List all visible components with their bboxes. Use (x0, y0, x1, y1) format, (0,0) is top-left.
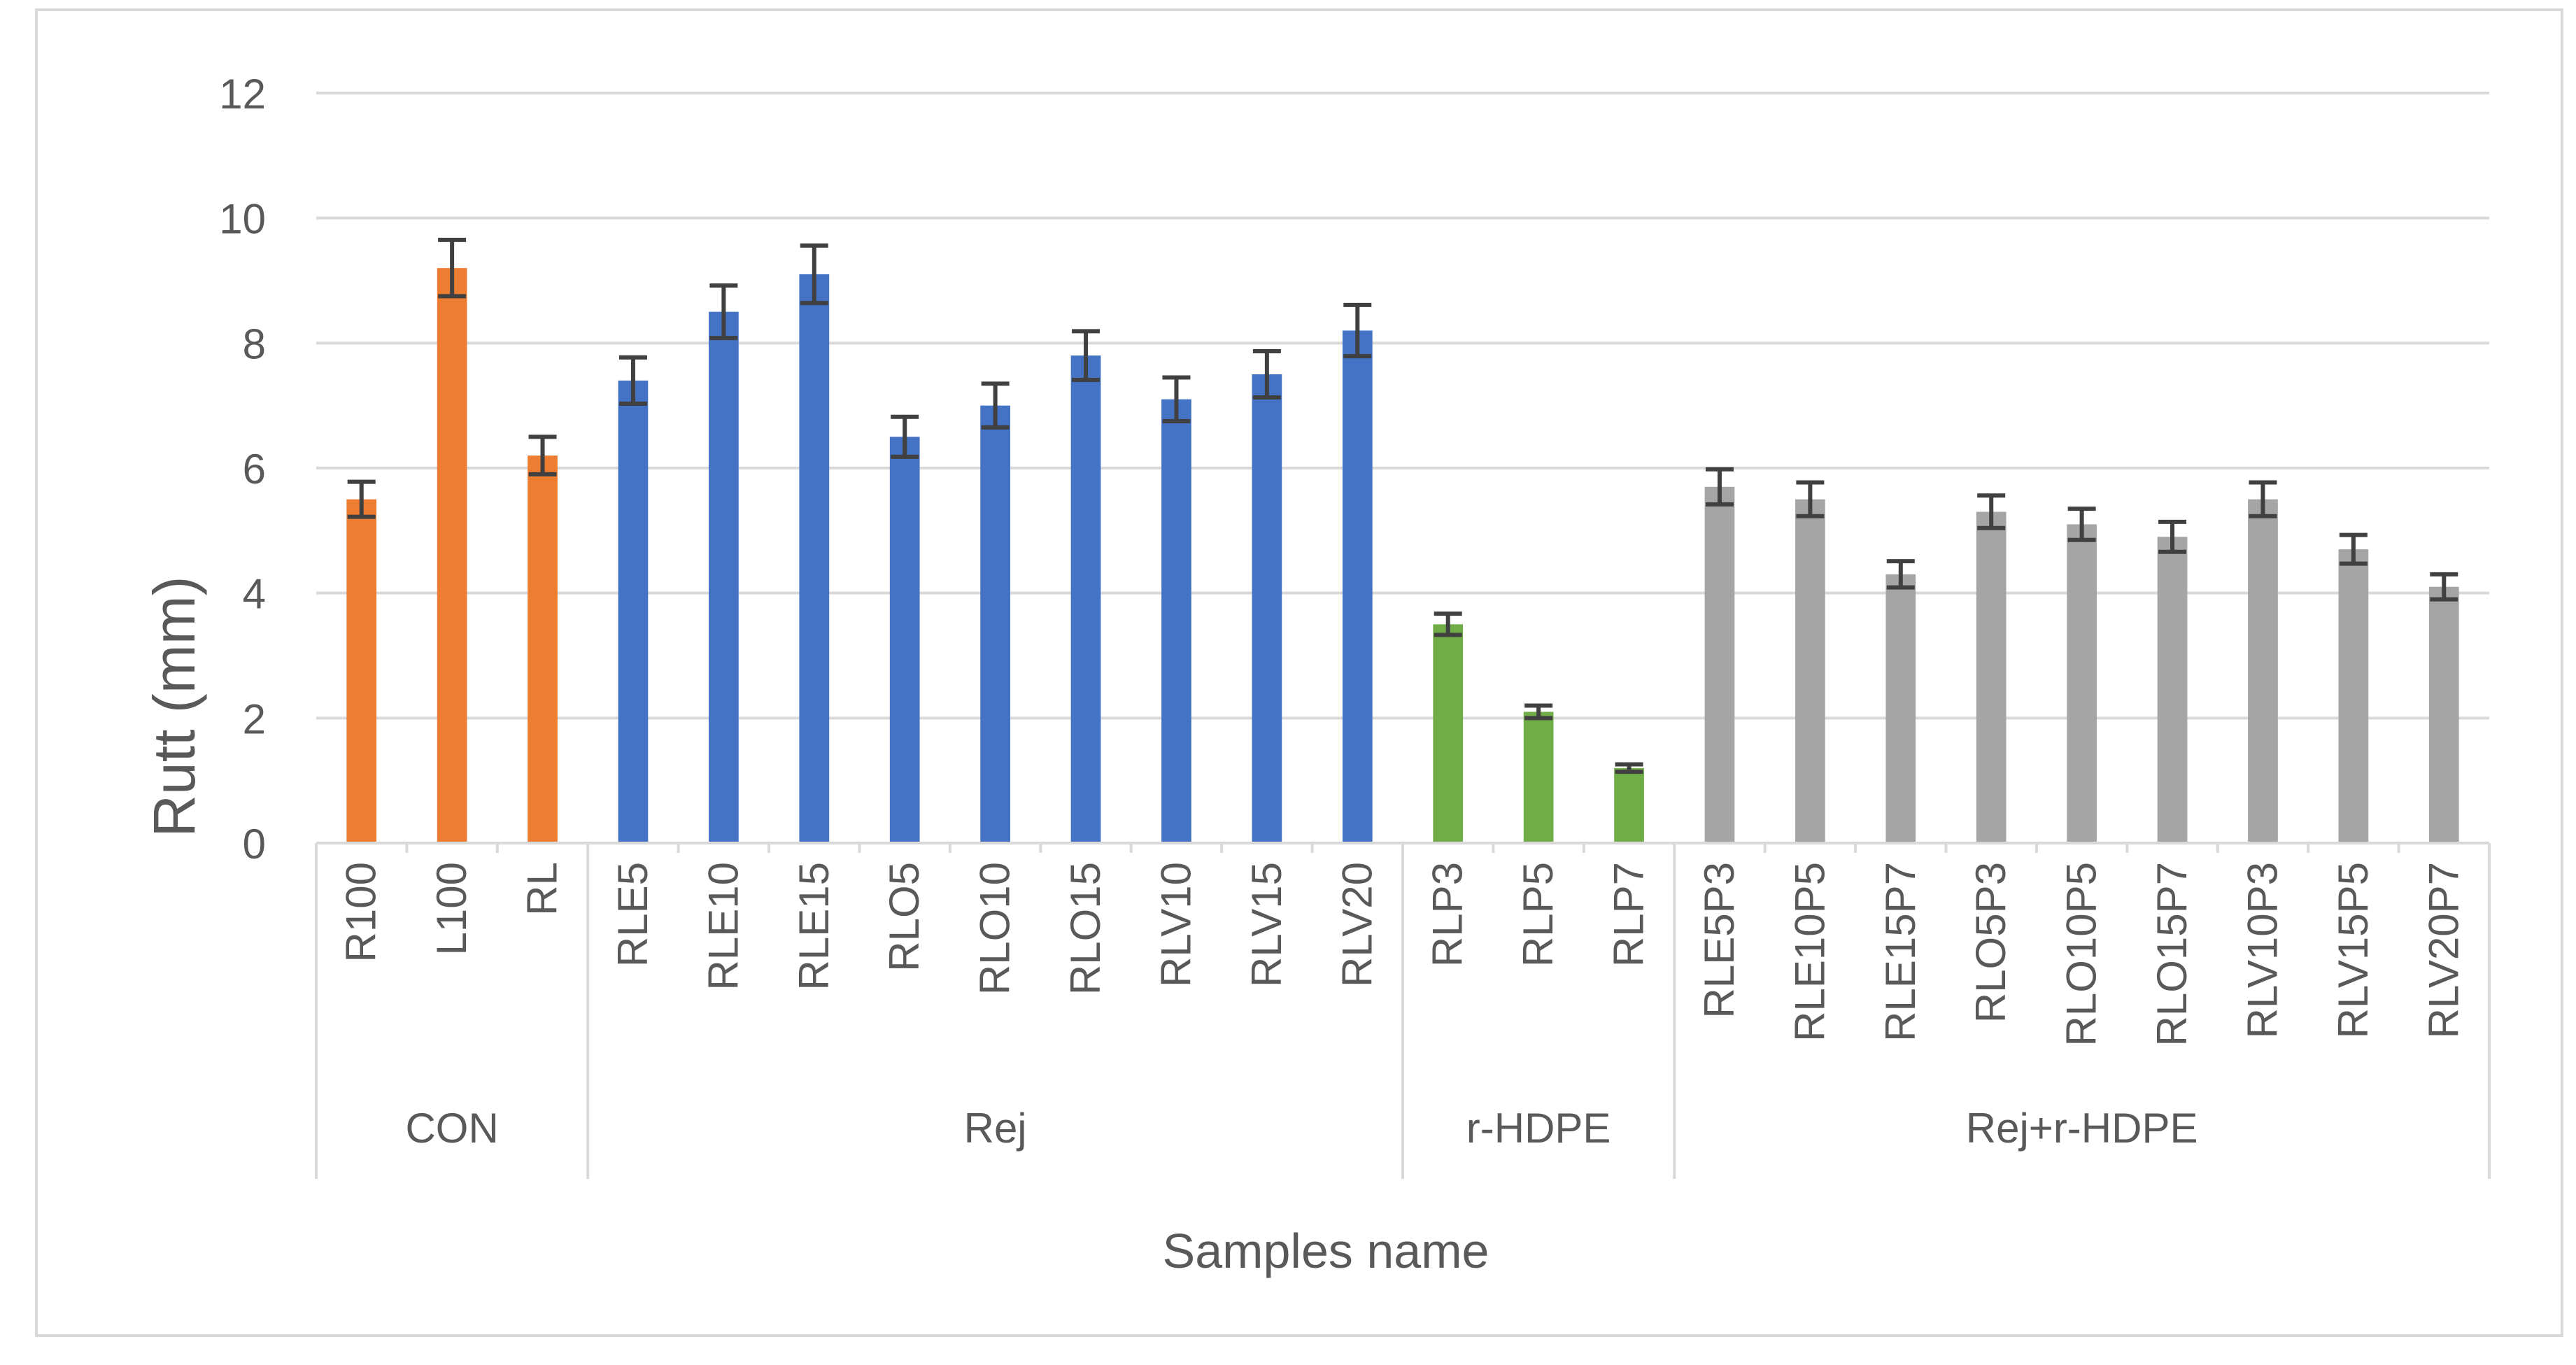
x-tick-label: RLP3 (1424, 862, 1471, 967)
x-tick-label: RL (519, 862, 566, 916)
x-tick-label: RLE15P7 (1877, 862, 1924, 1042)
bar (1976, 511, 2007, 843)
x-tick-label: RLE15 (791, 862, 837, 990)
bar (1433, 624, 1464, 843)
group-label: Rej (964, 1105, 1027, 1152)
bar (528, 455, 558, 843)
x-tick-label: RLV20 (1333, 862, 1380, 987)
bars (346, 268, 2459, 844)
bar (1523, 712, 1554, 843)
bar (1704, 486, 1735, 843)
x-tick-label: RLV20P7 (2420, 862, 2467, 1038)
bar (437, 268, 467, 844)
gridlines (316, 92, 2489, 720)
bar (618, 380, 649, 843)
x-tick-label: RLP5 (1515, 862, 1562, 967)
bar (1252, 374, 1282, 843)
x-tick-label: RLE10P5 (1786, 862, 1833, 1042)
y-tick-label: 2 (243, 695, 266, 742)
x-tick-label: RLE10 (700, 862, 746, 990)
x-tick-label: R100 (338, 862, 385, 962)
y-tick-label: 12 (219, 71, 266, 118)
error-bars (347, 237, 2458, 775)
bar (709, 311, 739, 844)
bar (1795, 499, 1825, 843)
bar (980, 405, 1010, 843)
x-tick-label: RLP7 (1606, 862, 1653, 967)
bar (346, 499, 377, 843)
bar (889, 437, 920, 843)
y-tick-label: 4 (243, 571, 266, 618)
x-tick-label: RLE5P3 (1696, 862, 1743, 1018)
x-tick-label: RLO15P7 (2149, 862, 2195, 1047)
x-tick-label: RLO5P3 (1967, 862, 2014, 1023)
x-tick-label: RLO5 (881, 862, 928, 972)
bar (2338, 549, 2369, 843)
bar (2428, 586, 2459, 843)
x-tick-label: RLV15 (1243, 862, 1290, 987)
bar (1885, 574, 1916, 843)
x-tick-label: RLO10 (972, 862, 1019, 995)
x-tick-label: L100 (428, 862, 475, 955)
x-tick-label: RLV10P3 (2239, 862, 2286, 1038)
bar (2157, 537, 2188, 843)
x-tick-label: RLE5 (609, 862, 656, 967)
group-label: r-HDPE (1466, 1105, 1611, 1152)
x-tick-label: RLO15 (1062, 862, 1109, 995)
x-tick-label: RLO10P5 (2058, 862, 2105, 1047)
group-label: CON (405, 1105, 498, 1152)
y-tick-label: 8 (243, 320, 266, 367)
x-tick-label: RLV10 (1152, 862, 1199, 987)
x-axis-title: Samples name (1163, 1224, 1489, 1278)
x-axis: R100 L100 RL CON RLE5 RLE10 RLE15 RLO5 RLO10 RLO1… (315, 842, 2491, 1179)
bar (2248, 499, 2278, 843)
y-tick-label: 0 (243, 821, 266, 868)
y-tick-label: 6 (243, 446, 266, 493)
y-axis-ticks: 0 2 4 6 8 10 12 (219, 71, 266, 868)
x-tick-label: RLV15P5 (2330, 862, 2377, 1038)
group-label: Rej+r-HDPE (1966, 1105, 2198, 1152)
bar (1614, 768, 1644, 843)
bar (1342, 330, 1373, 843)
bar (799, 274, 830, 844)
y-axis-title: Rutt (mm) (141, 576, 207, 837)
bar (1161, 399, 1191, 843)
y-tick-label: 10 (219, 196, 266, 243)
bar (1070, 355, 1101, 843)
bar (2067, 524, 2097, 843)
